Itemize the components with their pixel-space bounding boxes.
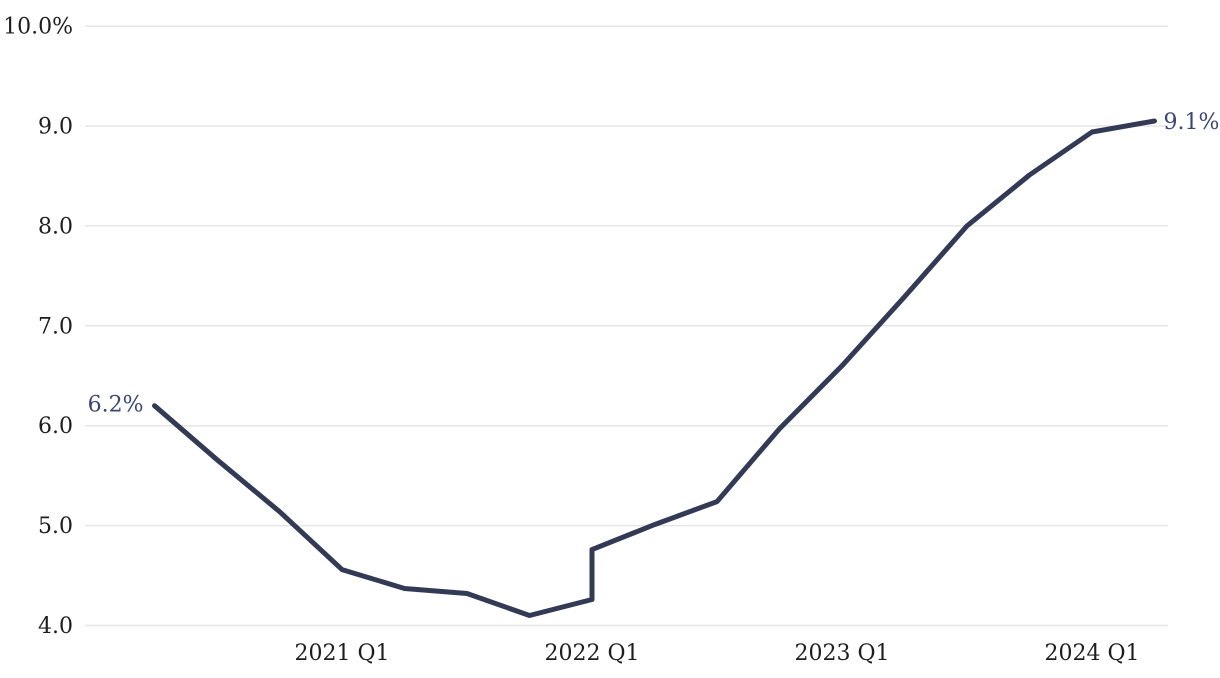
x-axis-tick-label: 2021 Q1 (294, 641, 389, 666)
x-axis-tick-label: 2024 Q1 (1044, 641, 1139, 666)
y-axis-tick-label: 8.0 (38, 214, 73, 239)
y-axis-tick-label: 10.0% (3, 15, 73, 40)
y-axis-tick-label: 5.0 (38, 514, 73, 539)
start-value-label: 6.2% (88, 393, 144, 418)
x-axis-tick-label: 2022 Q1 (544, 641, 639, 666)
series-line (152, 118, 1157, 618)
y-axis-tick-label: 9.0 (38, 115, 73, 140)
y-axis-tick-label: 4.0 (38, 614, 73, 639)
y-axis-tick-label: 7.0 (38, 314, 73, 339)
x-axis-tick-label: 2023 Q1 (794, 641, 889, 666)
y-axis-tick-label: 6.0 (38, 414, 73, 439)
end-value-label: 9.1% (1164, 110, 1220, 135)
